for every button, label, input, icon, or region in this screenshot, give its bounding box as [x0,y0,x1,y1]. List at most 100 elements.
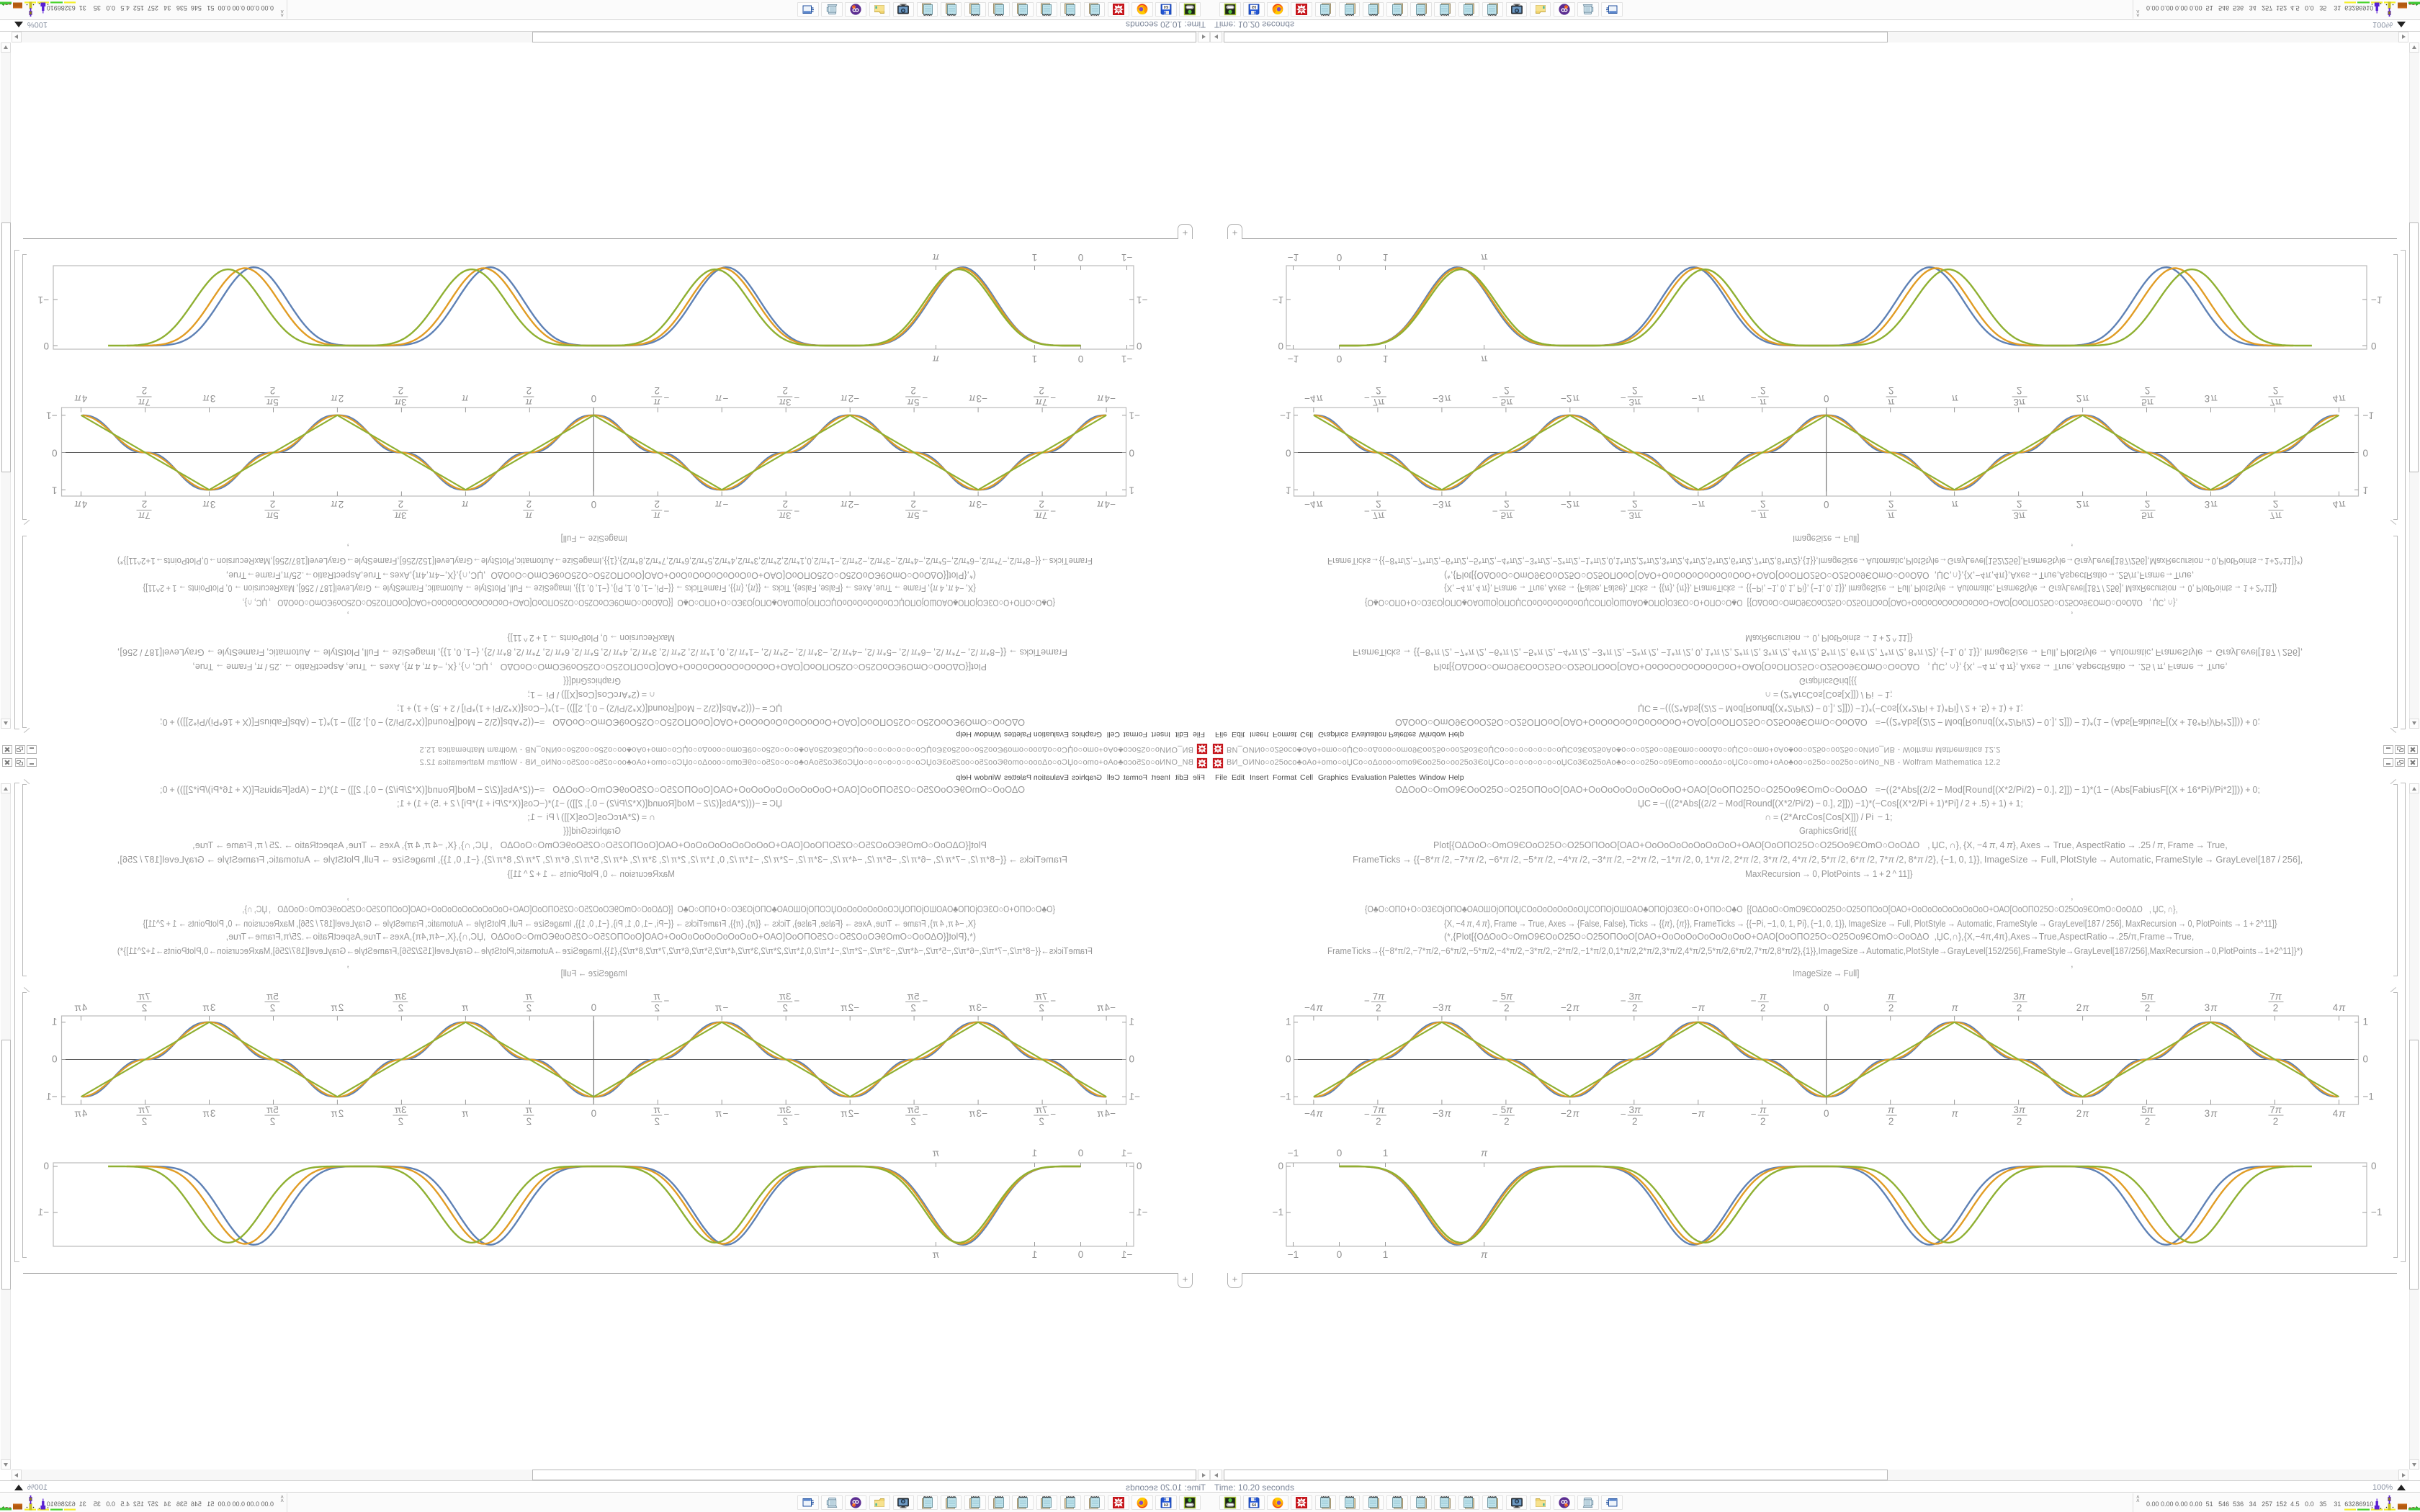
svg-text:−: − [1050,1109,1056,1120]
svg-text:0: 0 [43,1161,49,1171]
svg-text:2: 2 [1039,1116,1044,1127]
svg-text:−1: −1 [38,1207,49,1218]
svg-text:0: 0 [1286,1054,1291,1065]
svg-text:π: π [461,499,469,510]
svg-text:−: − [663,1109,669,1120]
svg-text:2: 2 [1039,385,1044,396]
svg-text:2: 2 [2273,499,2279,510]
svg-text:0: 0 [1278,1161,1283,1171]
svg-text:−: − [1492,392,1498,403]
svg-text:2: 2 [398,385,404,396]
svg-text:−: − [1364,996,1370,1007]
svg-text:5π: 5π [2141,1104,2154,1115]
svg-text:−4 π: −4 π [1304,1002,1324,1013]
svg-text:0: 0 [1278,341,1283,351]
svg-text:3π: 3π [394,510,407,521]
svg-text:1: 1 [1286,1017,1291,1027]
svg-text:3π: 3π [1629,510,1642,521]
svg-text:0: 0 [1129,448,1135,459]
svg-text:−1: −1 [46,410,57,421]
svg-text:−1: −1 [1280,1091,1291,1102]
svg-text:0: 0 [1078,354,1084,364]
svg-text:2: 2 [270,1003,276,1014]
svg-text:3 π: 3 π [2205,499,2218,510]
svg-text:3 π: 3 π [2205,1002,2218,1013]
svg-text:3π: 3π [2013,397,2026,408]
svg-text:π: π [653,397,660,408]
svg-text:4 π: 4 π [74,1002,88,1013]
svg-text:2: 2 [398,1003,404,1014]
svg-text:−: − [1621,996,1626,1007]
svg-text:−3 π: −3 π [1433,499,1452,510]
svg-text:3π: 3π [779,1104,792,1115]
svg-text:−2 π: −2 π [1561,499,1580,510]
svg-text:2: 2 [2017,1116,2022,1127]
svg-text:−: − [922,506,928,517]
svg-text:π: π [1888,991,1895,1002]
svg-text:π: π [653,1104,660,1115]
svg-text:− π: − π [714,393,728,404]
svg-text:1: 1 [1129,1017,1135,1027]
svg-text:2: 2 [782,499,788,510]
svg-text:1: 1 [1032,252,1038,263]
svg-text:7π: 7π [2269,397,2282,408]
svg-text:π: π [1760,397,1767,408]
svg-text:2: 2 [142,499,148,510]
svg-text:π: π [1481,252,1488,263]
svg-text:π: π [1888,510,1895,521]
svg-text:−3 π: −3 π [968,499,987,510]
svg-text:2: 2 [655,499,660,510]
svg-text:−1: −1 [1280,410,1291,421]
svg-text:0: 0 [1137,341,1142,351]
svg-text:5π: 5π [266,1104,279,1115]
svg-text:−3 π: −3 π [968,1108,987,1119]
svg-text:2: 2 [2145,385,2151,396]
svg-text:5π: 5π [1501,397,1514,408]
svg-text:−3 π: −3 π [968,1002,987,1013]
svg-text:−4 π: −4 π [1304,1108,1324,1119]
svg-text:−1: −1 [1288,354,1299,364]
svg-text:π: π [525,510,532,521]
svg-text:2: 2 [1504,1003,1510,1014]
svg-text:π: π [1481,1249,1488,1260]
svg-text:π: π [525,991,532,1002]
svg-text:−2 π: −2 π [1561,393,1580,404]
svg-text:2: 2 [526,499,532,510]
svg-text:0: 0 [52,448,58,459]
svg-text:7π: 7π [1035,991,1048,1002]
svg-text:π: π [461,1108,469,1119]
svg-text:0: 0 [52,1054,58,1065]
svg-text:7π: 7π [2269,991,2282,1002]
svg-text:2 π: 2 π [2076,1108,2090,1119]
svg-text:5π: 5π [2141,991,2154,1002]
svg-text:5π: 5π [907,510,920,521]
svg-text:−: − [1492,1109,1498,1120]
svg-text:π: π [1760,991,1767,1002]
svg-text:2: 2 [398,1116,404,1127]
svg-text:−: − [1751,1109,1757,1120]
svg-text:2: 2 [1376,499,1381,510]
svg-text:−4 π: −4 π [1096,499,1116,510]
svg-text:−3 π: −3 π [968,393,987,404]
svg-text:−: − [1621,1109,1626,1120]
svg-text:π: π [932,354,939,364]
svg-text:2: 2 [1632,1116,1638,1127]
svg-text:0: 0 [591,393,597,404]
svg-text:π: π [653,510,660,521]
svg-text:− π: − π [1692,1002,1706,1013]
svg-text:4 π: 4 π [74,499,88,510]
svg-text:1: 1 [52,1017,58,1027]
svg-text:−2 π: −2 π [1561,1108,1580,1119]
svg-text:2: 2 [1888,385,1894,396]
svg-text:−2 π: −2 π [840,393,859,404]
svg-text:3π: 3π [2013,510,2026,521]
svg-text:−: − [1364,506,1370,517]
svg-text:−1: −1 [46,1091,57,1102]
svg-text:3 π: 3 π [202,393,216,404]
svg-text:7π: 7π [1373,397,1386,408]
svg-text:7π: 7π [2269,1104,2282,1115]
svg-text:2: 2 [1632,1003,1638,1014]
svg-text:−: − [1050,506,1056,517]
svg-text:−1: −1 [1273,1207,1283,1218]
svg-text:0: 0 [1337,1148,1343,1158]
